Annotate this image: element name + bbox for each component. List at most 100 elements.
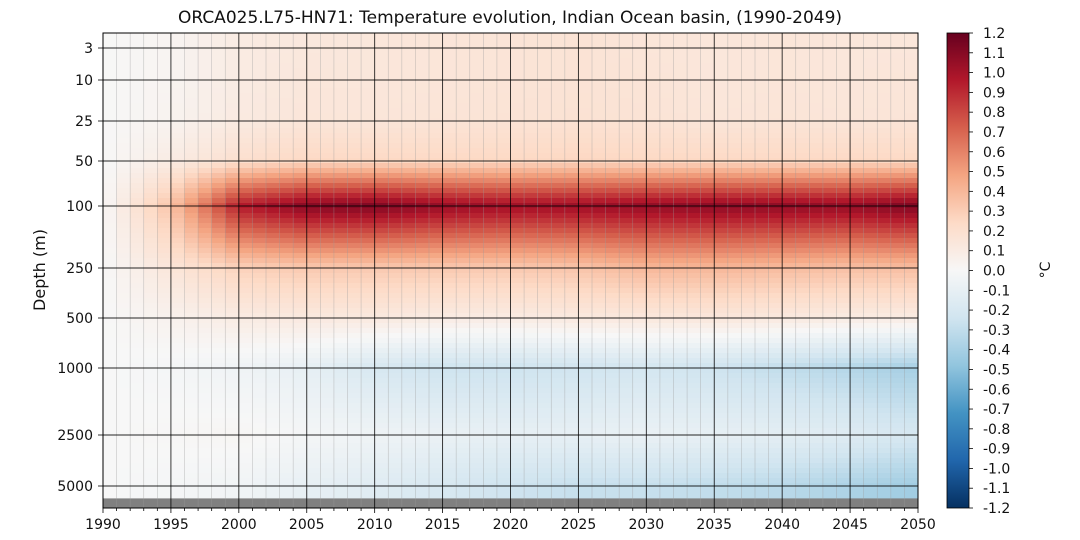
heatmap-cell: [537, 408, 552, 414]
heatmap-cell: [469, 183, 484, 189]
heatmap-cell: [836, 63, 851, 69]
heatmap-cell: [578, 273, 593, 279]
heatmap-cell: [442, 338, 457, 344]
heatmap-cell: [877, 423, 892, 429]
heatmap-cell: [727, 173, 742, 179]
heatmap-cell: [619, 93, 634, 99]
heatmap-cell: [768, 428, 783, 434]
heatmap-cell: [157, 358, 172, 364]
heatmap-cell: [415, 408, 430, 414]
heatmap-cell: [795, 188, 810, 194]
heatmap-cell: [904, 348, 919, 354]
heatmap-cell: [510, 398, 525, 404]
heatmap-cell: [266, 363, 280, 369]
heatmap-cell: [116, 413, 131, 419]
heatmap-cell: [293, 318, 308, 324]
heatmap-cell: [456, 273, 471, 279]
heatmap-cell: [157, 323, 172, 329]
heatmap-cell: [727, 218, 742, 224]
heatmap-cell: [564, 443, 579, 449]
heatmap-cell: [782, 368, 797, 374]
heatmap-cell: [211, 78, 226, 84]
heatmap-cell: [578, 398, 593, 404]
heatmap-cell: [605, 268, 620, 274]
heatmap-cell: [592, 113, 606, 119]
heatmap-cell: [116, 153, 131, 159]
heatmap-cell: [850, 163, 865, 169]
heatmap-cell: [238, 338, 253, 344]
heatmap-cell: [388, 358, 403, 364]
heatmap-cell: [850, 123, 865, 129]
heatmap-cell: [755, 293, 769, 299]
heatmap-cell: [429, 243, 443, 249]
heatmap-cell: [877, 268, 892, 274]
heatmap-cell: [347, 33, 362, 39]
heatmap-cell: [687, 103, 702, 109]
heatmap-cell: [361, 208, 376, 214]
heatmap-cell: [605, 243, 620, 249]
heatmap-cell: [266, 288, 280, 294]
heatmap-cell: [170, 153, 185, 159]
heatmap-cell: [429, 93, 443, 99]
heatmap-cell: [510, 63, 525, 69]
heatmap-cell: [469, 133, 484, 139]
heatmap-cell: [401, 183, 416, 189]
heatmap-cell: [700, 243, 715, 249]
heatmap-cell: [632, 368, 647, 374]
heatmap-cell: [564, 348, 579, 354]
heatmap-cell: [211, 48, 226, 54]
heatmap-cell: [809, 373, 824, 379]
heatmap-cell: [347, 273, 362, 279]
heatmap-cell: [659, 358, 674, 364]
heatmap-cell: [320, 78, 335, 84]
heatmap-cell: [646, 413, 661, 419]
heatmap-cell: [415, 63, 430, 69]
heatmap-cell: [456, 333, 471, 339]
heatmap-cell: [184, 178, 199, 184]
heatmap-cell: [795, 228, 810, 234]
heatmap-cell: [551, 98, 566, 104]
heatmap-cell: [361, 108, 376, 114]
heatmap-cell: [415, 438, 430, 444]
heatmap-cell: [605, 198, 620, 204]
heatmap-cell: [632, 43, 647, 49]
heatmap-cell: [632, 418, 647, 424]
heatmap-cell: [904, 293, 919, 299]
heatmap-cell: [388, 413, 403, 419]
heatmap-cell: [496, 88, 511, 94]
heatmap-cell: [347, 443, 362, 449]
heatmap-cell: [320, 268, 335, 274]
heatmap-cell: [890, 283, 905, 289]
heatmap-cell: [306, 208, 321, 214]
heatmap-cell: [782, 278, 797, 284]
heatmap-cell: [890, 388, 905, 394]
heatmap-cell: [361, 428, 376, 434]
heatmap-cell: [646, 358, 661, 364]
heatmap-cell: [456, 128, 471, 134]
heatmap-cell: [727, 43, 742, 49]
heatmap-cell: [850, 173, 865, 179]
heatmap-cell: [320, 238, 335, 244]
heatmap-cell: [646, 233, 661, 239]
heatmap-cell: [347, 403, 362, 409]
heatmap-cell: [266, 268, 280, 274]
heatmap-cell: [184, 243, 199, 249]
heatmap-cell: [293, 228, 308, 234]
heatmap-cell: [673, 78, 688, 84]
heatmap-cell: [415, 218, 430, 224]
heatmap-cell: [836, 323, 851, 329]
heatmap-cell: [836, 168, 851, 174]
heatmap-cell: [782, 248, 797, 254]
heatmap-cell: [293, 38, 308, 44]
heatmap-cell: [157, 133, 172, 139]
heatmap-cell: [659, 413, 674, 419]
heatmap-cell: [361, 283, 376, 289]
heatmap-cell: [795, 173, 810, 179]
heatmap-cell: [184, 138, 199, 144]
heatmap-cell: [904, 88, 919, 94]
heatmap-cell: [361, 73, 376, 79]
heatmap-cell: [456, 88, 471, 94]
heatmap-cell: [496, 273, 511, 279]
heatmap-cell: [306, 423, 321, 429]
heatmap-cell: [252, 418, 267, 424]
